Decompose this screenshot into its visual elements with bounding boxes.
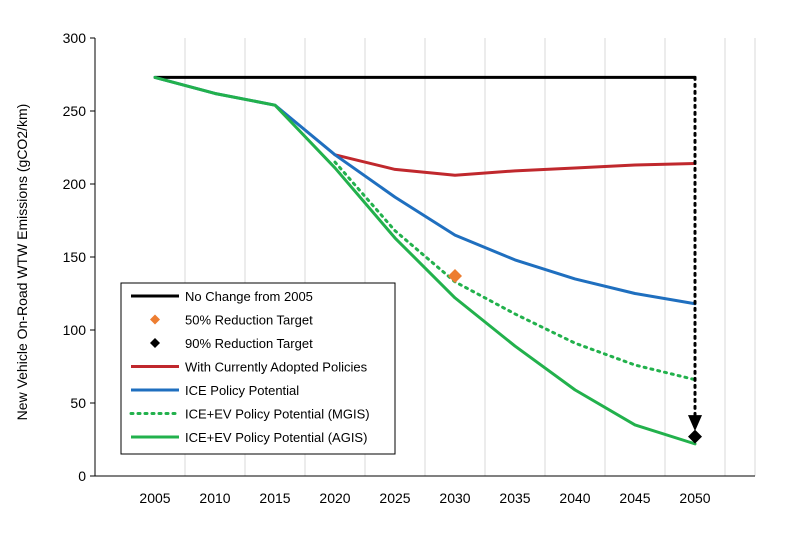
legend-label: No Change from 2005: [185, 289, 313, 304]
x-tick-label: 2030: [439, 490, 470, 506]
y-tick-label: 200: [63, 176, 87, 192]
legend-label: ICE Policy Potential: [185, 383, 299, 398]
legend-label: ICE+EV Policy Potential (AGIS): [185, 430, 367, 445]
grid: [94, 38, 756, 476]
x-tick-label: 2050: [679, 490, 710, 506]
legend-box: [120, 282, 396, 455]
legend-label: ICE+EV Policy Potential (MGIS): [185, 407, 370, 422]
tick-labels: 0 50 100 150 200 250 300 2005 2010 2015 2020 2025 20…: [63, 30, 711, 506]
axes: [90, 37, 755, 477]
y-tick-label: 50: [70, 395, 86, 411]
x-tick-label: 2015: [259, 490, 290, 506]
y-tick-label: 300: [63, 30, 87, 46]
x-tick-label: 2025: [379, 490, 410, 506]
legend-label: With Currently Adopted Policies: [185, 360, 368, 375]
x-tick-label: 2035: [499, 490, 530, 506]
reduction-arrow-head: [688, 415, 702, 432]
x-tick-label: 2040: [559, 490, 590, 506]
marker-90-reduction-target: [688, 429, 702, 444]
x-tick-label: 2005: [139, 490, 170, 506]
y-tick-label: 250: [63, 103, 87, 119]
legend-swatch-90-reduction-target: [150, 338, 160, 348]
y-tick-label: 100: [63, 322, 87, 338]
y-axis-label: New Vehicle On-Road WTW Emissions (gCO2/…: [14, 104, 30, 421]
marker-50-reduction-target: [448, 268, 462, 283]
series-ice-ev-policy-potential-agis: [153, 75, 697, 446]
series-with-currently-adopted-policies: [333, 153, 697, 177]
y-tick-label: 0: [78, 468, 86, 484]
x-tick-label: 2020: [319, 490, 350, 506]
annotation-layer: [688, 75, 702, 432]
x-tick-label: 2045: [619, 490, 650, 506]
series-ice-ev-policy-potential-mgis: [333, 160, 697, 382]
legend-label: 90% Reduction Target: [185, 336, 313, 351]
x-tick-label: 2010: [199, 490, 230, 506]
y-tick-label: 150: [63, 249, 87, 265]
series-layer: [153, 75, 702, 446]
legend: No Change from 2005 50% Reduction Target 9…: [120, 282, 396, 455]
legend-swatch-50-reduction-target: [150, 314, 160, 325]
legend-label: 50% Reduction Target: [185, 313, 313, 328]
